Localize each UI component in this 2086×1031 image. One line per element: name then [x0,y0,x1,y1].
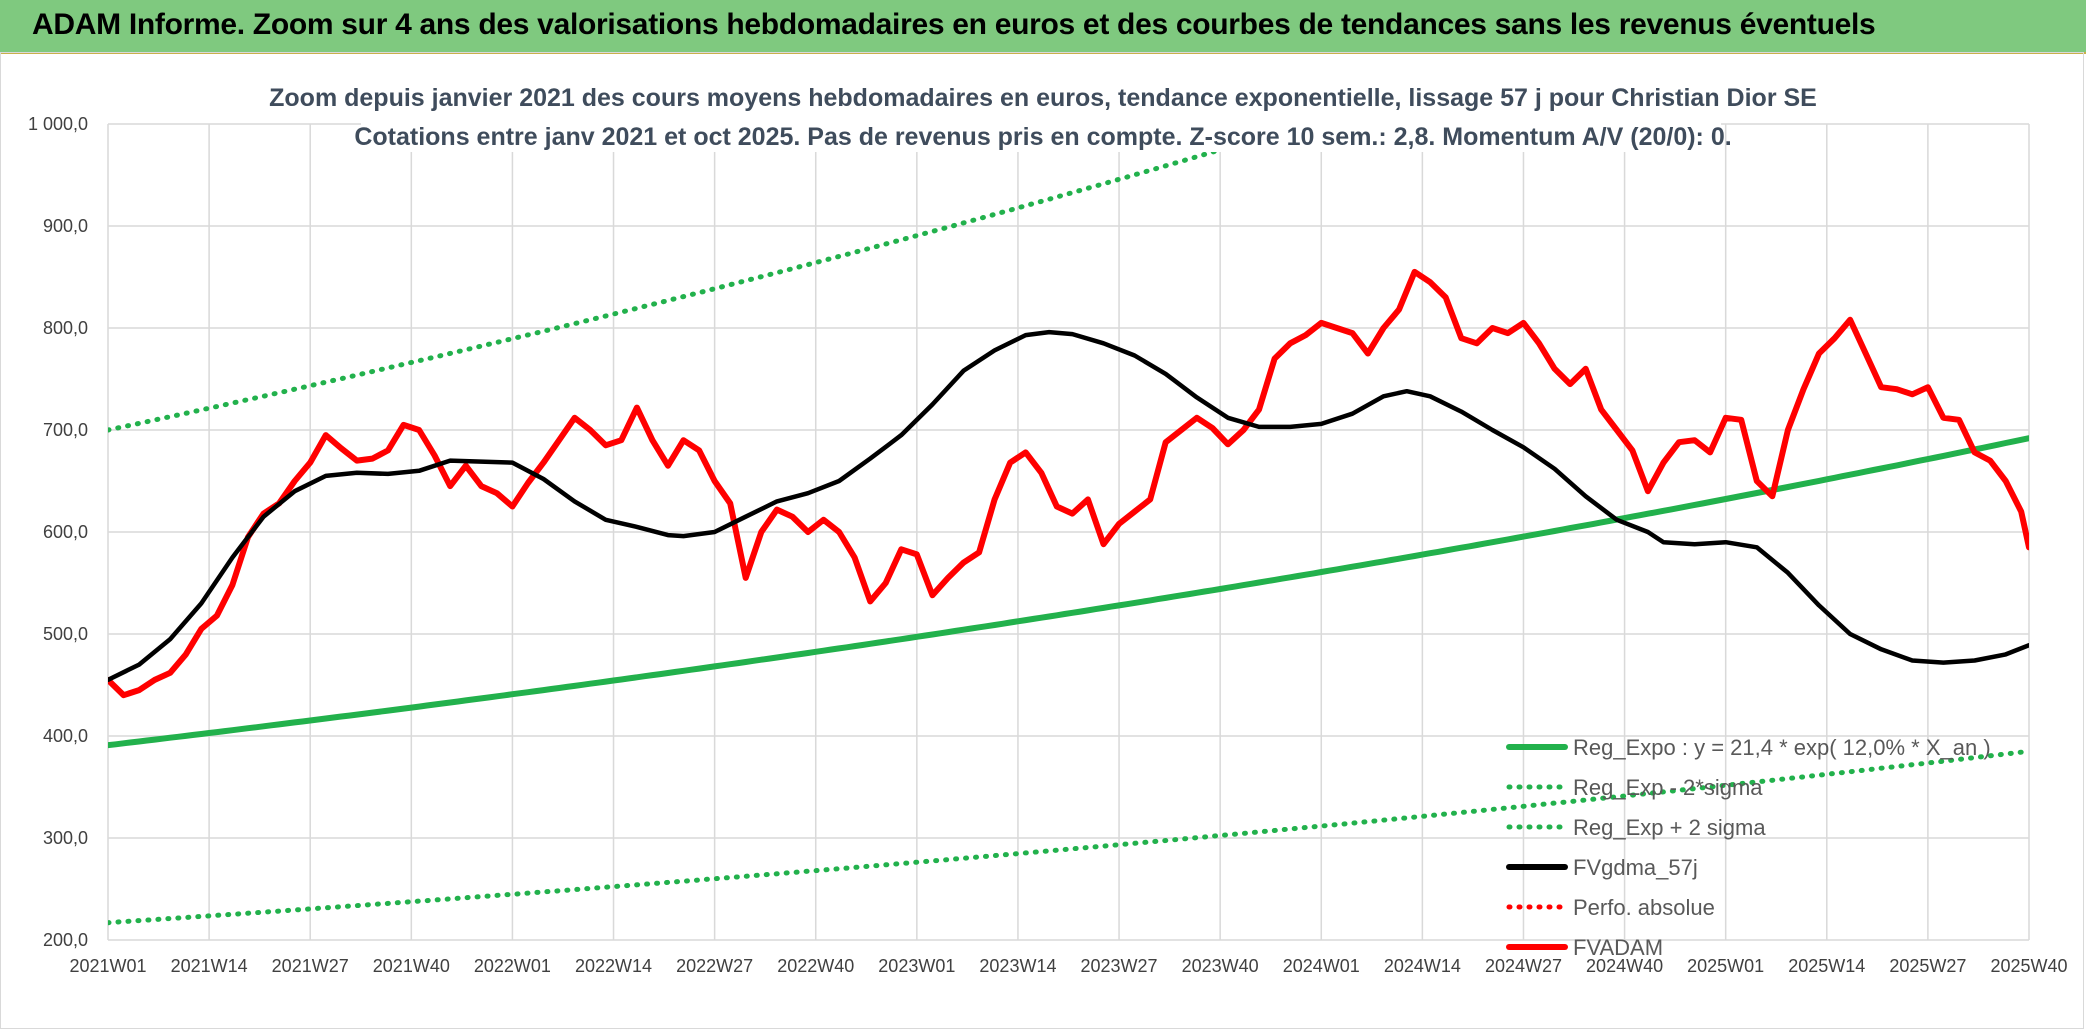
x-axis-ticks: 2021W01 2021W14 2021W27 2021W40 2022W01 2022W… [69,956,2067,976]
y-tick-label: 800,0 [43,318,88,338]
chart-subtitle-line1: Zoom depuis janvier 2021 des cours moyen… [269,84,1817,112]
x-tick-label: 2025W14 [1788,956,1865,976]
y-tick-label: 400,0 [43,726,88,746]
y-tick-label: 1 000,0 [28,114,88,134]
chart-svg: 200,0 300,0 400,0 500,0 600,0 700,0 800,0 900,0… [28,78,2068,976]
chart-subtitle-line2: Cotations entre janv 2021 et oct 2025. P… [354,123,1731,151]
series-line-fvadam [108,268,2029,699]
y-tick-label: 600,0 [43,522,88,542]
legend-label: FVADAM [1573,935,1663,960]
x-tick-label: 2023W01 [878,956,955,976]
x-tick-label: 2024W14 [1384,956,1461,976]
x-tick-label: 2022W27 [676,956,753,976]
x-tick-label: 2022W01 [474,956,551,976]
x-tick-label: 2021W27 [272,956,349,976]
x-tick-label: 2024W01 [1283,956,1360,976]
y-axis-ticks: 200,0 300,0 400,0 500,0 600,0 700,0 800,0 900,0… [28,114,88,950]
legend-label: Reg_Expo : y = 21,4 * exp( 12,0% * X_an … [1573,735,1991,760]
series-line-fvgdma-57j [108,329,2029,683]
y-tick-label: 700,0 [43,420,88,440]
subtitle-background [361,116,1721,152]
header-banner: ADAM Informe. Zoom sur 4 ans des valoris… [0,0,2086,54]
y-tick-label: 200,0 [43,930,88,950]
x-tick-label: 2022W40 [777,956,854,976]
x-tick-label: 2025W01 [1687,956,1764,976]
x-tick-label: 2024W40 [1586,956,1663,976]
subtitle-background [301,78,1781,114]
x-tick-label: 2023W14 [979,956,1056,976]
legend-label: FVgdma_57j [1573,855,1698,880]
legend-label: Perfo. absolue [1573,895,1715,920]
x-tick-label: 2022W14 [575,956,652,976]
series-line-reg-exp-2-sigma [108,124,1315,433]
x-tick-label: 2025W40 [1990,956,2067,976]
y-tick-label: 900,0 [43,216,88,236]
y-tick-label: 300,0 [43,828,88,848]
x-tick-label: 2023W40 [1182,956,1259,976]
x-tick-label: 2024W27 [1485,956,1562,976]
chart-frame: 200,0 300,0 400,0 500,0 600,0 700,0 800,0 900,0… [0,52,2084,1029]
series-line-reg-exp-2-sigma [108,748,2029,926]
legend-label: Reg_Exp + 2 sigma [1573,815,1766,840]
x-tick-label: 2025W27 [1889,956,1966,976]
legend: Reg_Expo : y = 21,4 * exp( 12,0% * X_an … [1506,735,1991,960]
grid-lines [107,123,2030,941]
legend-label: Reg_Exp - 2*sigma [1573,775,1763,800]
x-tick-label: 2021W01 [69,956,146,976]
page-title: ADAM Informe. Zoom sur 4 ans des valoris… [32,8,1876,41]
y-tick-label: 500,0 [43,624,88,644]
x-tick-label: 2023W27 [1081,956,1158,976]
series-line-reg-expo-y-21-4-exp-12-0-x-an [108,435,2029,749]
series-layer [108,124,2029,926]
x-tick-label: 2021W40 [373,956,450,976]
x-tick-label: 2021W14 [171,956,248,976]
